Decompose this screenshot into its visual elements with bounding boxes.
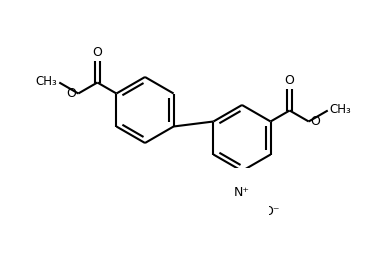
- Text: N⁺: N⁺: [234, 187, 250, 199]
- Text: O: O: [92, 45, 102, 59]
- Text: O: O: [285, 74, 294, 86]
- Text: CH₃: CH₃: [330, 103, 352, 116]
- Text: O⁻: O⁻: [263, 205, 279, 218]
- Text: O: O: [216, 205, 226, 218]
- Text: O: O: [311, 115, 320, 128]
- Text: CH₃: CH₃: [36, 75, 57, 88]
- Text: O: O: [66, 87, 76, 100]
